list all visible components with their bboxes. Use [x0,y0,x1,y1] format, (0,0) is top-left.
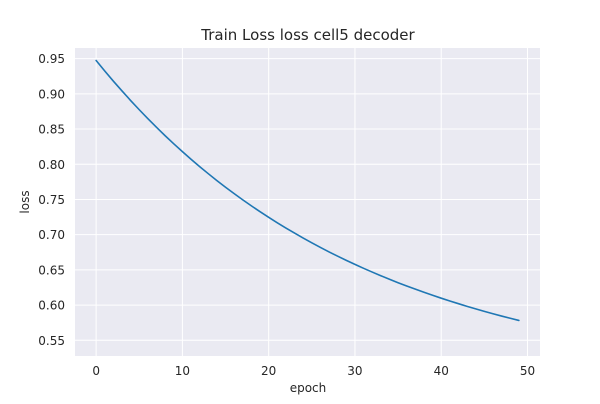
x-tick-label: 30 [347,364,362,378]
chart-title: Train Loss loss cell5 decoder [200,26,415,44]
y-tick-label: 0.90 [38,87,65,101]
y-tick-label: 0.80 [38,158,65,172]
series-layer [95,59,520,322]
x-axis-label: epoch [290,381,327,395]
x-tick-label: 0 [92,364,100,378]
y-tick-label: 0.75 [38,193,65,207]
axis-ticks: 0 10 20 30 40 50 0.55 0.60 0.65 0.70 0.75 0.80 0.85 0… [38,52,535,378]
y-tick-label: 0.95 [38,52,65,66]
y-tick-label: 0.85 [38,123,65,137]
y-tick-label: 0.60 [38,299,65,313]
y-tick-label: 0.55 [38,334,65,348]
x-tick-label: 40 [434,364,449,378]
y-tick-label: 0.65 [38,263,65,277]
x-tick-label: 20 [261,364,276,378]
grid-lines [75,48,540,356]
loss-series-line [95,59,520,322]
x-tick-label: 10 [175,364,190,378]
y-axis-label: loss [18,190,32,213]
x-tick-label: 50 [520,364,535,378]
y-tick-label: 0.70 [38,228,65,242]
